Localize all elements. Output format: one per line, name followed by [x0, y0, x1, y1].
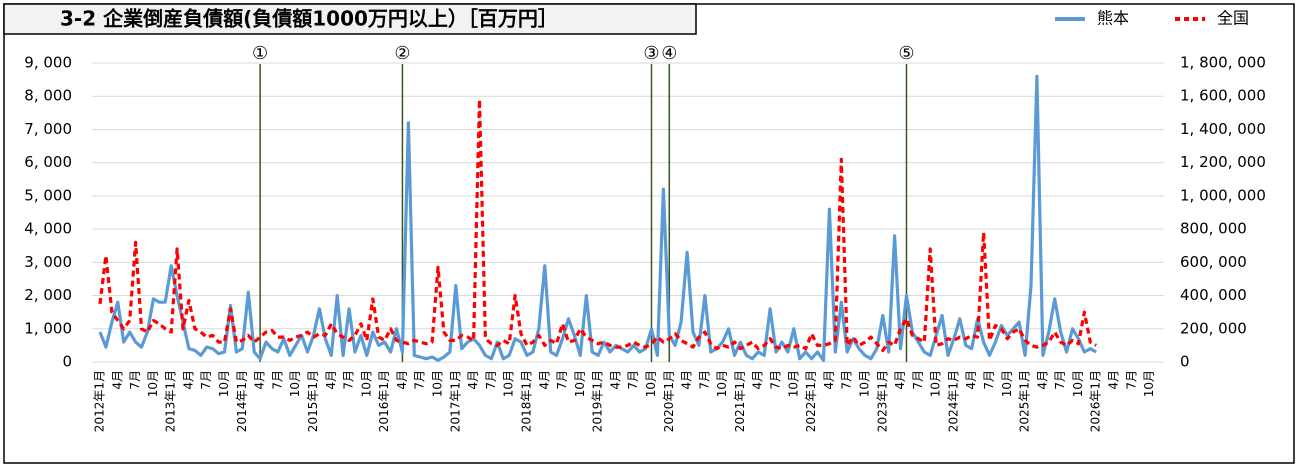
x-tick-label: 10月	[573, 370, 587, 397]
y2-tick-label: 600, 000	[1180, 253, 1247, 271]
x-tick-label: 2024年1月	[946, 370, 960, 432]
x-tick-label: 10月	[217, 370, 231, 397]
x-tick-label: 10月	[786, 370, 800, 397]
x-tick-label: 2016年1月	[377, 370, 391, 432]
x-tick-label: 7月	[840, 370, 854, 390]
x-tick-label: 7月	[555, 370, 569, 390]
x-tick-label: 4月	[1107, 370, 1121, 390]
y-tick-label: 1, 000	[24, 319, 72, 337]
series-line	[98, 97, 1097, 352]
x-tick-label: 2025年1月	[1018, 370, 1032, 432]
y-tick-label: 9, 000	[24, 54, 72, 72]
chart-title: 3-2 企業倒産負債額(負債額1000万円以上）［百万円］	[60, 7, 558, 31]
x-tick-label: 4月	[395, 370, 409, 390]
x-tick-label: 4月	[751, 370, 765, 390]
x-tick-label: 2022年1月	[804, 370, 818, 432]
x-tick-label: 7月	[199, 370, 213, 390]
event-label: ②	[394, 43, 410, 64]
y-tick-label: 3, 000	[24, 253, 72, 271]
x-tick-label: 4月	[822, 370, 836, 390]
x-tick-label: 7月	[1124, 370, 1138, 390]
x-tick-label: 7月	[626, 370, 640, 390]
frame	[3, 3, 1295, 464]
y-tick-label: 7, 000	[24, 120, 72, 138]
x-tick-label: 10月	[1000, 370, 1014, 397]
y-tick-label: 6, 000	[24, 153, 72, 171]
x-tick-label: 4月	[608, 370, 622, 390]
x-tick-label: 10月	[359, 370, 373, 397]
x-tick-label: 2012年1月	[93, 370, 107, 432]
x-tick-label: 10月	[929, 370, 943, 397]
x-tick-label: 7月	[1053, 370, 1067, 390]
title-box	[3, 3, 697, 35]
x-tick-label: 10月	[431, 370, 445, 397]
x-tick-label: 7月	[982, 370, 996, 390]
event-label: ③	[643, 43, 659, 64]
x-tick-label: 4月	[1035, 370, 1049, 390]
y-tick-label: 5, 000	[24, 186, 72, 204]
x-tick-label: 2019年1月	[591, 370, 605, 432]
x-tick-label: 10月	[502, 370, 516, 397]
x-tick-label: 4月	[181, 370, 195, 390]
y2-tick-label: 1, 200, 000	[1180, 153, 1266, 171]
y2-tick-label: 800, 000	[1180, 220, 1247, 238]
y2-tick-label: 1, 000, 000	[1180, 186, 1266, 204]
x-tick-label: 2014年1月	[235, 370, 249, 432]
y2-tick-label: 200, 000	[1180, 319, 1247, 337]
y2-tick-label: 0	[1180, 353, 1190, 371]
x-tick-label: 2015年1月	[306, 370, 320, 432]
y2-tick-label: 1, 400, 000	[1180, 120, 1266, 138]
x-tick-label: 7月	[128, 370, 142, 390]
x-tick-label: 7月	[342, 370, 356, 390]
y2-tick-label: 1, 600, 000	[1180, 87, 1266, 105]
x-tick-label: 7月	[769, 370, 783, 390]
x-tick-label: 4月	[253, 370, 267, 390]
x-tick-label: 2026年1月	[1089, 370, 1103, 432]
x-tick-label: 4月	[324, 370, 338, 390]
y2-tick-label: 1, 800, 000	[1180, 54, 1266, 72]
x-tick-label: 4月	[680, 370, 694, 390]
x-tick-label: 10月	[1071, 370, 1085, 397]
y2-tick-label: 400, 000	[1180, 286, 1247, 304]
x-tick-label: 2013年1月	[164, 370, 178, 432]
series-line	[98, 74, 1097, 362]
x-tick-label: 10月	[644, 370, 658, 397]
y-tick-label: 2, 000	[24, 286, 72, 304]
x-tick-label: 4月	[893, 370, 907, 390]
y-tick-label: 0	[62, 353, 72, 371]
x-tick-label: 7月	[911, 370, 925, 390]
event-label: ④	[661, 43, 677, 64]
y-tick-label: 4, 000	[24, 220, 72, 238]
x-tick-label: 4月	[537, 370, 551, 390]
x-tick-label: 2017年1月	[448, 370, 462, 432]
event-label: ①	[252, 43, 268, 64]
legend-label: 全国	[1217, 9, 1249, 28]
x-tick-label: 4月	[466, 370, 480, 390]
x-tick-label: 4月	[964, 370, 978, 390]
legend-label: 熊本	[1097, 9, 1129, 28]
x-tick-label: 7月	[697, 370, 711, 390]
x-tick-label: 7月	[484, 370, 498, 390]
x-tick-label: 10月	[715, 370, 729, 397]
x-tick-label: 7月	[413, 370, 427, 390]
x-tick-label: 10月	[146, 370, 160, 397]
y-tick-label: 8, 000	[24, 87, 72, 105]
x-tick-label: 2018年1月	[519, 370, 533, 432]
event-label: ⑤	[898, 43, 914, 64]
x-tick-label: 10月	[1142, 370, 1156, 397]
x-tick-label: 2021年1月	[733, 370, 747, 432]
x-tick-label: 2023年1月	[875, 370, 889, 432]
x-tick-label: 2020年1月	[662, 370, 676, 432]
x-tick-label: 10月	[857, 370, 871, 397]
x-tick-label: 4月	[110, 370, 124, 390]
x-tick-label: 7月	[270, 370, 284, 390]
x-tick-label: 10月	[288, 370, 302, 397]
